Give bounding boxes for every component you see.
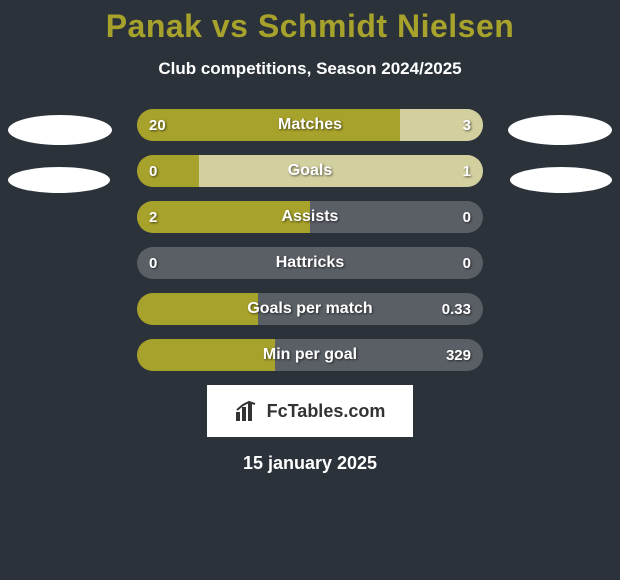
bar-label: Goals per match: [137, 293, 483, 325]
stat-bar: Hattricks0 0: [137, 247, 483, 279]
player-right-avatar-2: [510, 167, 612, 193]
subtitle: Club competitions, Season 2024/2025: [0, 59, 620, 79]
stat-bar: Goals per match0.33: [137, 293, 483, 325]
snapshot-date: 15 january 2025: [0, 453, 620, 474]
bar-value-left: 2: [149, 201, 157, 233]
stats-arena: Matches203Goals01Assists20Hattricks00Goa…: [0, 109, 620, 371]
branding-chart-icon: [235, 400, 261, 422]
page-title: Panak vs Schmidt Nielsen: [0, 8, 620, 45]
stat-bar: Assists2 0: [137, 201, 483, 233]
bar-value-right: 329: [446, 339, 471, 371]
bar-label: Assists: [137, 201, 483, 233]
stat-bar: Matches20 3: [137, 109, 483, 141]
comparison-card: Panak vs Schmidt Nielsen Club competitio…: [0, 0, 620, 580]
bar-value-right: 0: [463, 247, 471, 279]
bars-container: Matches203Goals01Assists20Hattricks00Goa…: [137, 109, 483, 371]
bar-value-left: 20: [149, 109, 166, 141]
bar-value-right: 0: [463, 201, 471, 233]
stat-bar: Min per goal329: [137, 339, 483, 371]
bar-label: Matches: [137, 109, 483, 141]
bar-label: Min per goal: [137, 339, 483, 371]
branding-text: FcTables.com: [267, 401, 386, 422]
stat-bar: Goals0 1: [137, 155, 483, 187]
player-left-avatar-1: [8, 115, 112, 145]
bar-value-right: 1: [463, 155, 471, 187]
bar-value-left: 0: [149, 247, 157, 279]
bar-label: Goals: [137, 155, 483, 187]
branding-badge: FcTables.com: [207, 385, 413, 437]
bar-value-right: 3: [463, 109, 471, 141]
player-right-avatar-1: [508, 115, 612, 145]
player-left-avatar-2: [8, 167, 110, 193]
bar-value-right: 0.33: [442, 293, 471, 325]
bar-label: Hattricks: [137, 247, 483, 279]
bar-value-left: 0: [149, 155, 157, 187]
